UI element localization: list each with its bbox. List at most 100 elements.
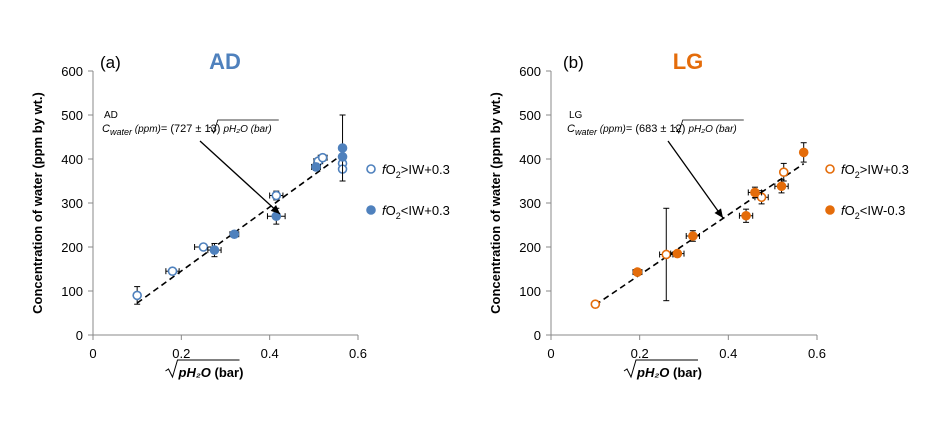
legend-marker [366, 164, 376, 174]
equation-sqrt-content: pH₂O (bar) [687, 124, 736, 135]
y-axis-label: Concentration of water (ppm by wt.) [488, 92, 503, 314]
equation-text: Cwater (ppm)= (683 ± 12) pH₂O (bar) [567, 123, 737, 137]
legend-label-f: f [382, 203, 387, 218]
legend-label-subscript: 2 [855, 211, 860, 221]
legend-marker [825, 164, 835, 174]
legend-label: fO2>IW+0.3 [841, 162, 909, 180]
annotation-arrow-head [714, 208, 723, 218]
x-axis-label: pH₂O (bar) [178, 365, 244, 380]
data-point-filled [750, 187, 760, 198]
x-tick-label: 0 [547, 346, 554, 361]
data-point-open [198, 242, 209, 252]
annotation-arrow-head [270, 204, 280, 214]
y-tick-label: 600 [61, 64, 83, 79]
data-point-filled [776, 181, 787, 192]
legend-label-subscript: 2 [855, 170, 860, 180]
x-axis-sqrt-sign [623, 359, 698, 379]
data-point-open [590, 299, 601, 310]
x-axis-label-unit: (bar) [669, 365, 702, 380]
y-tick-label: 300 [61, 196, 83, 211]
legend-label-condition: >IW+0.3 [860, 162, 909, 177]
y-tick-label: 200 [519, 240, 541, 255]
fit-line [136, 152, 346, 304]
y-tick-label: 100 [519, 284, 541, 299]
legend-label-o: O [845, 203, 855, 218]
equation-lhs-subscript: water [575, 127, 598, 137]
equation-superscript: LG [569, 110, 583, 121]
equation-lhs-subscript: water [110, 127, 133, 137]
legend-label-condition: <IW+0.3 [401, 203, 450, 218]
x-tick-label: 0.6 [349, 346, 367, 361]
legend-label-f: f [382, 162, 387, 177]
equation-sqrt-sign [208, 119, 279, 135]
equation-sqrt-sign [673, 119, 744, 135]
equation-superscript: AD [104, 110, 118, 121]
legend-marker [366, 205, 376, 215]
data-point-open [317, 152, 328, 163]
legend-label-condition: <IW-0.3 [860, 203, 906, 218]
equation-coefficient: = (683 ± 12) [626, 123, 689, 135]
data-point-filled [632, 267, 643, 277]
equation-lhs-unit: (ppm) [597, 124, 626, 135]
x-tick-label: 0 [89, 346, 96, 361]
panel-label: (a) [100, 53, 121, 72]
legend-label-o: O [845, 162, 855, 177]
data-point-open [778, 167, 789, 177]
legend-marker [825, 205, 835, 215]
legend-label: fO2>IW+0.3 [382, 162, 450, 180]
panel-title: LG [673, 49, 704, 74]
y-tick-label: 100 [61, 284, 83, 299]
x-tick-label: 0.4 [719, 346, 737, 361]
y-tick-label: 300 [519, 196, 541, 211]
data-point-filled [741, 210, 751, 221]
x-tick-label: 0.6 [808, 346, 826, 361]
data-point-filled [798, 147, 809, 158]
panel-label: (b) [563, 53, 584, 72]
y-axis-label: Concentration of water (ppm by wt.) [30, 92, 45, 314]
data-point-open [271, 190, 282, 201]
x-axis-sqrt-sign [165, 359, 240, 379]
legend-label-subscript: 2 [396, 211, 401, 221]
data-point-open [661, 249, 672, 260]
legend-label-condition: >IW+0.3 [401, 162, 450, 177]
annotation-arrow-line [199, 140, 281, 215]
legend-label-o: O [386, 203, 396, 218]
x-axis-label-unit: (bar) [211, 365, 244, 380]
equation-lhs-unit: (ppm) [132, 124, 161, 135]
legend-label-subscript: 2 [396, 170, 401, 180]
equation-text: Cwater (ppm)= (727 ± 13) pH₂O (bar) [102, 123, 272, 137]
legend-label-f: f [841, 162, 846, 177]
data-point-filled [229, 229, 240, 240]
data-point-filled [337, 143, 348, 153]
annotation-arrow-line [667, 140, 724, 219]
chart-panel-a: 0 100 200 300 400 500 600 0 0.2 0.4 0.6 Concentrati… [30, 49, 450, 380]
legend-label-o: O [386, 162, 396, 177]
data-point-open [132, 290, 142, 301]
y-tick-label: 400 [61, 152, 83, 167]
legend-label-f: f [841, 203, 846, 218]
equation-lhs: C [567, 123, 575, 135]
y-tick-label: 0 [76, 328, 83, 343]
data-point-filled [337, 152, 348, 162]
chart-panel-b: 0 100 200 300 400 500 600 0 0.2 0.4 0.6 Concentrati… [488, 49, 909, 380]
data-point-filled [311, 162, 321, 172]
x-axis-label-quantity: pH₂O [178, 365, 211, 380]
panel-title: AD [209, 49, 241, 74]
y-tick-label: 500 [61, 108, 83, 123]
x-tick-label: 0.2 [631, 346, 649, 361]
y-tick-label: 400 [519, 152, 541, 167]
y-tick-label: 0 [534, 328, 541, 343]
equation-coefficient: = (727 ± 13) [161, 123, 224, 135]
data-point-filled [672, 248, 683, 259]
equation-lhs: C [102, 123, 110, 135]
equation-sqrt-content: pH₂O (bar) [222, 124, 271, 135]
data-point-filled [688, 231, 698, 241]
x-tick-label: 0.4 [261, 346, 279, 361]
x-tick-label: 0.2 [172, 346, 190, 361]
x-axis-label-quantity: pH₂O [636, 365, 669, 380]
legend-label: fO2<IW-0.3 [841, 203, 905, 221]
y-tick-label: 500 [519, 108, 541, 123]
data-point-open [167, 266, 178, 277]
data-point-filled [209, 245, 220, 255]
